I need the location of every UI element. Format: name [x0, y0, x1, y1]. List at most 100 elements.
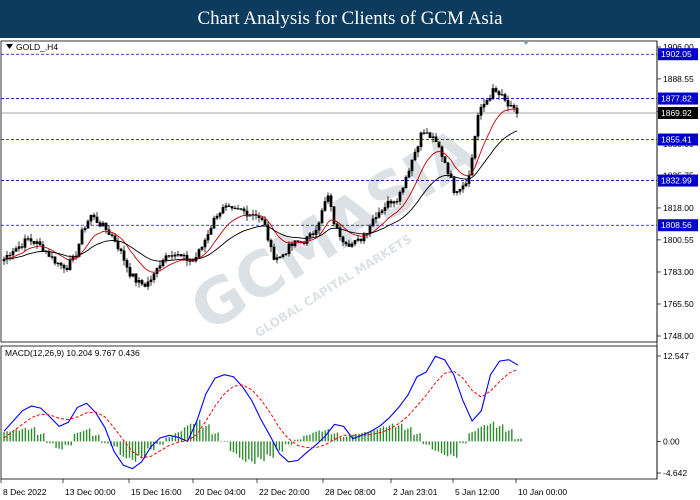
- candle-body: [35, 241, 39, 244]
- candle-body: [404, 176, 408, 189]
- candle-body: [2, 258, 6, 262]
- candle-body: [134, 273, 138, 283]
- candle-body: [317, 222, 321, 231]
- candle-body: [356, 238, 360, 241]
- candle-body: [215, 216, 219, 219]
- candle-body: [377, 212, 381, 218]
- candle-body: [29, 238, 33, 242]
- price-tick-label: 1888.55: [663, 74, 694, 84]
- candle-body: [500, 94, 504, 96]
- candle-body: [80, 229, 84, 245]
- time-axis-label: 10 Jan 00:00: [518, 487, 567, 497]
- candle-body: [50, 256, 54, 258]
- candle-body: [332, 206, 336, 225]
- candle-body: [260, 217, 264, 220]
- candle-body: [236, 208, 240, 210]
- candle-body: [347, 243, 351, 247]
- time-axis-label: 13 Dec 00:00: [65, 487, 116, 497]
- candle-body: [98, 222, 102, 227]
- price-tick-label: 1783.00: [663, 267, 694, 277]
- candle-body: [158, 265, 162, 269]
- candle-body: [362, 233, 366, 242]
- current-price-tag: [658, 106, 698, 119]
- candle-body: [32, 240, 36, 244]
- level-label: 1808.56: [661, 220, 692, 230]
- price-tick-label: 1906.00: [663, 42, 694, 52]
- candle-body: [263, 219, 267, 226]
- candle-body: [173, 254, 177, 257]
- candle-body: [47, 250, 51, 257]
- candle-body: [122, 250, 126, 261]
- candle-body: [287, 243, 291, 254]
- level-tag: [658, 219, 698, 232]
- macd-panel-frame: [0, 345, 658, 480]
- candle-body: [395, 201, 399, 203]
- candle-body: [443, 156, 447, 164]
- candle-body: [230, 206, 234, 209]
- candle-body: [185, 254, 189, 262]
- candle-body: [353, 240, 357, 245]
- level-label: 1832.99: [661, 176, 692, 186]
- chart-title: Chart Analysis for Clients of GCM Asia: [197, 8, 503, 29]
- candle-body: [329, 195, 333, 207]
- candle-body: [311, 233, 315, 235]
- price-tick-label: 1765.50: [663, 299, 694, 309]
- candle-body: [407, 170, 411, 178]
- candle-body: [164, 255, 168, 261]
- candle-body: [17, 246, 21, 249]
- price-panel: 1906.001888.551870.851853.001835.751818.…: [1, 42, 698, 341]
- candle-body: [476, 115, 480, 137]
- candle-body: [221, 207, 225, 214]
- candle-body: [212, 217, 216, 229]
- candle-body: [278, 256, 282, 258]
- macd-tick-label: 12.547: [663, 351, 689, 361]
- candle-body: [383, 207, 387, 211]
- candle-body: [386, 200, 390, 208]
- macd-label: MACD(12,26,9) 10.204 9.767 0.436: [5, 348, 140, 358]
- candle-body: [494, 88, 498, 92]
- time-axis-label: 15 Dec 16:00: [131, 487, 182, 497]
- candle-body: [113, 235, 117, 242]
- candle-body: [461, 185, 465, 190]
- candle-body: [374, 217, 378, 220]
- candle-body: [20, 246, 24, 248]
- candle-body: [320, 210, 324, 224]
- candle-body: [389, 200, 393, 204]
- candle-body: [167, 255, 171, 257]
- candle-body: [197, 249, 201, 258]
- candle-body: [506, 100, 510, 107]
- candle-body: [86, 220, 90, 229]
- candle-body: [11, 251, 15, 256]
- candle-body: [83, 228, 87, 231]
- candle-body: [281, 254, 285, 257]
- level-tag: [658, 48, 698, 61]
- candle-body: [290, 243, 294, 247]
- ema-slow-line: [3, 130, 518, 262]
- chart-title-bar: Chart Analysis for Clients of GCM Asia: [0, 0, 700, 38]
- candle-body: [359, 238, 363, 242]
- candle-body: [239, 208, 243, 210]
- candle-body: [152, 273, 156, 281]
- candle-body: [92, 214, 96, 218]
- candle-body: [344, 241, 348, 245]
- candle-body: [23, 238, 27, 248]
- candle-body: [398, 191, 402, 202]
- candle-body: [119, 248, 123, 251]
- dropdown-triangle-icon[interactable]: [6, 44, 13, 49]
- candle-body: [38, 241, 42, 245]
- candle-body: [95, 216, 99, 223]
- candle-body: [125, 260, 129, 268]
- candle-body: [464, 183, 468, 186]
- candle-body: [56, 262, 60, 265]
- candle-body: [467, 174, 471, 184]
- candle-body: [497, 91, 501, 96]
- candle-body: [434, 136, 438, 143]
- candle-body: [350, 243, 354, 247]
- chart-canvas: GCMASIA GLOBAL CAPITAL MARKETS 1906.00 18…: [0, 40, 698, 497]
- candle-body: [14, 248, 18, 252]
- candle-body: [191, 260, 195, 262]
- candle-body: [488, 98, 492, 101]
- ema-fast-line: [3, 108, 518, 273]
- candle-body: [425, 132, 429, 134]
- candle-body: [218, 212, 222, 217]
